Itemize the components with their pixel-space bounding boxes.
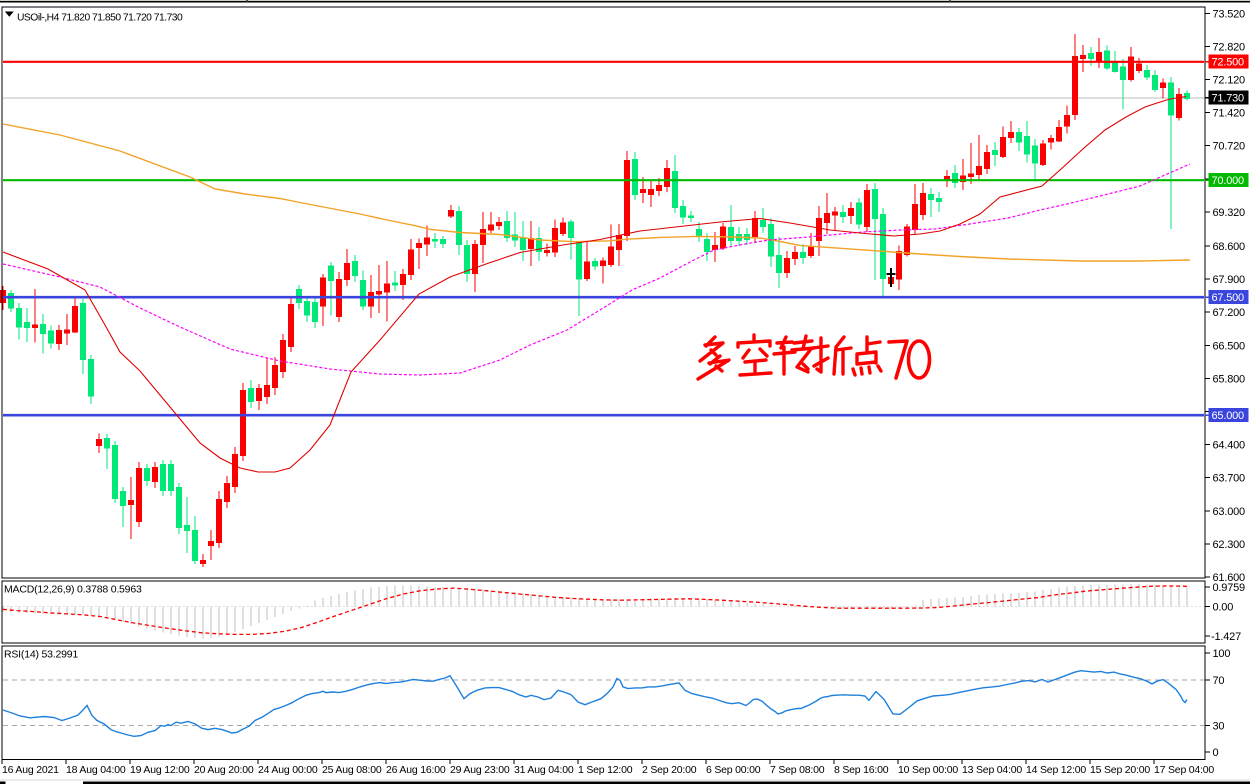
svg-text:USOil-,H4 71.820 71.850 71.72: USOil-,H4 71.820 71.850 71.720 71.730 [17, 12, 183, 23]
svg-text:70.720: 70.720 [1213, 141, 1246, 153]
svg-text:72.500: 72.500 [1212, 57, 1245, 69]
svg-text:66.500: 66.500 [1213, 340, 1246, 352]
svg-text:29 Aug 23:00: 29 Aug 23:00 [450, 764, 510, 776]
svg-text:0.00: 0.00 [1213, 602, 1234, 614]
svg-text:67.500: 67.500 [1212, 292, 1245, 304]
svg-text:14 Sep 12:00: 14 Sep 12:00 [1026, 764, 1086, 776]
svg-text:8 Sep 16:00: 8 Sep 16:00 [834, 764, 889, 776]
svg-text:RSI(14) 53.2991: RSI(14) 53.2991 [4, 649, 78, 661]
svg-text:62.300: 62.300 [1213, 539, 1246, 551]
svg-text:20 Aug 20:00: 20 Aug 20:00 [194, 764, 254, 776]
svg-text:6 Sep 00:00: 6 Sep 00:00 [706, 764, 761, 776]
svg-text:100: 100 [1213, 648, 1231, 660]
svg-text:16 Aug 2021: 16 Aug 2021 [2, 764, 59, 776]
svg-text:-1.427: -1.427 [1211, 631, 1241, 643]
svg-text:24 Aug 00:00: 24 Aug 00:00 [258, 764, 318, 776]
svg-text:70.000: 70.000 [1212, 175, 1245, 187]
svg-text:31 Aug 04:00: 31 Aug 04:00 [514, 764, 574, 776]
svg-text:25 Aug 08:00: 25 Aug 08:00 [322, 764, 382, 776]
svg-text:18 Aug 04:00: 18 Aug 04:00 [66, 764, 126, 776]
svg-text:2 Sep 20:00: 2 Sep 20:00 [642, 764, 697, 776]
svg-text:7 Sep 08:00: 7 Sep 08:00 [770, 764, 825, 776]
svg-text:61.600: 61.600 [1213, 572, 1246, 584]
svg-text:65.000: 65.000 [1212, 410, 1245, 422]
svg-text:67.200: 67.200 [1213, 307, 1246, 319]
svg-text:13 Sep 04:00: 13 Sep 04:00 [962, 764, 1022, 776]
svg-text:0: 0 [1213, 747, 1219, 759]
svg-text:19 Aug 12:00: 19 Aug 12:00 [130, 764, 190, 776]
svg-text:71.420: 71.420 [1213, 108, 1246, 120]
svg-text:0.9759: 0.9759 [1213, 582, 1246, 594]
svg-text:63.000: 63.000 [1213, 506, 1246, 518]
svg-text:63.700: 63.700 [1213, 473, 1246, 485]
svg-text:26 Aug 16:00: 26 Aug 16:00 [386, 764, 446, 776]
svg-text:64.400: 64.400 [1213, 440, 1246, 452]
svg-text:72.820: 72.820 [1213, 41, 1246, 53]
svg-text:15 Sep 20:00: 15 Sep 20:00 [1090, 764, 1150, 776]
svg-text:73.520: 73.520 [1213, 8, 1246, 20]
svg-text:67.900: 67.900 [1213, 274, 1246, 286]
svg-text:30: 30 [1213, 721, 1225, 733]
svg-text:69.320: 69.320 [1213, 207, 1246, 219]
svg-text:17 Sep 04:00: 17 Sep 04:00 [1154, 764, 1214, 776]
svg-text:68.600: 68.600 [1213, 241, 1246, 253]
svg-text:1 Sep 12:00: 1 Sep 12:00 [578, 764, 633, 776]
svg-text:72.120: 72.120 [1213, 75, 1246, 87]
svg-text:65.800: 65.800 [1213, 373, 1246, 385]
svg-text:70: 70 [1213, 675, 1225, 687]
svg-text:MACD(12,26,9) 0.3788 0.5963: MACD(12,26,9) 0.3788 0.5963 [4, 584, 142, 596]
svg-text:71.730: 71.730 [1212, 93, 1245, 105]
svg-text:10 Sep 00:00: 10 Sep 00:00 [898, 764, 958, 776]
